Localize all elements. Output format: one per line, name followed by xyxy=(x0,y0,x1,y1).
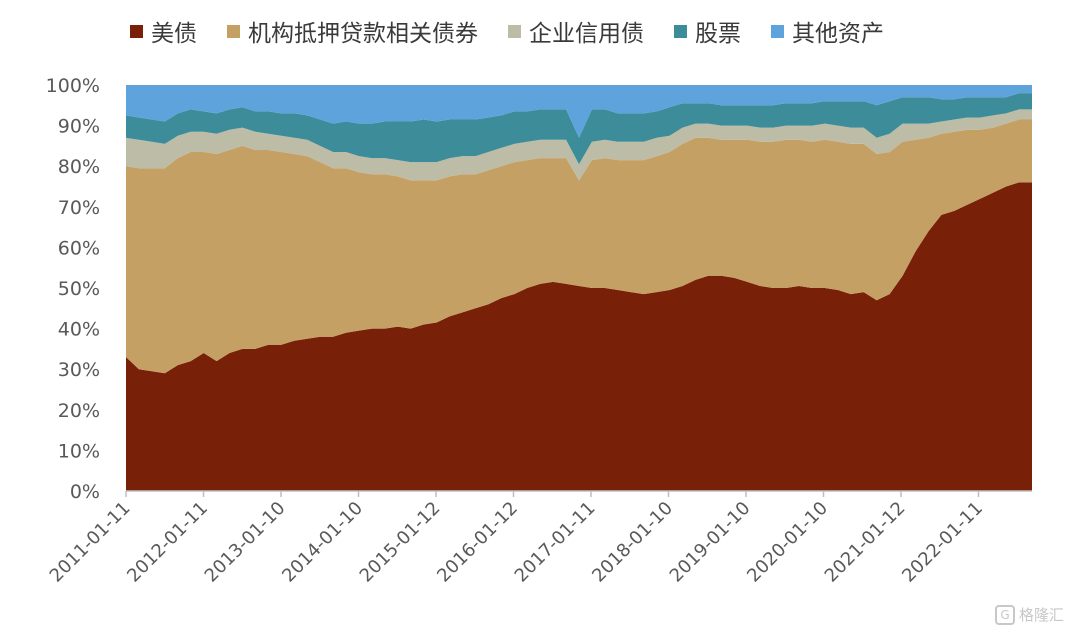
x-axis: 2011-01-112012-01-112013-01-102014-01-10… xyxy=(46,490,1032,587)
y-tick-label: 100% xyxy=(46,75,100,97)
legend-swatch-other-assets xyxy=(771,24,784,38)
x-tick-label: 2015-01-12 xyxy=(356,498,445,587)
legend-item-agency-mbs: 机构抵押贷款相关债券 xyxy=(227,14,478,48)
area-series-0 xyxy=(126,182,1032,491)
y-tick-label: 0% xyxy=(70,481,100,503)
legend-label-agency-mbs: 机构抵押贷款相关债券 xyxy=(248,21,478,47)
legend-item-other-assets: 其他资产 xyxy=(771,14,884,48)
area-series-group xyxy=(126,85,1032,491)
y-tick-label: 50% xyxy=(58,278,100,300)
y-tick-label: 80% xyxy=(58,156,100,178)
legend-label-treasuries: 美债 xyxy=(151,21,197,47)
area-series-4 xyxy=(126,85,1032,138)
y-tick-label: 60% xyxy=(58,237,100,259)
legend-swatch-corporate-bonds xyxy=(508,24,521,38)
y-tick-label: 10% xyxy=(58,440,100,462)
x-tick-label: 2014-01-10 xyxy=(278,498,367,587)
x-tick-label: 2013-01-10 xyxy=(201,498,290,587)
area-series-3 xyxy=(126,93,1032,165)
g-logo-icon: G xyxy=(994,604,1015,625)
y-tick-label: 90% xyxy=(58,116,100,138)
x-tick-label: 2018-01-10 xyxy=(588,498,677,587)
area-series-1 xyxy=(126,119,1032,374)
y-axis-ticks: 0% 10% 20% 30% 40% 50% 60% 70% 80% 90% 100% xyxy=(46,75,100,503)
y-tick-label: 20% xyxy=(58,400,100,422)
y-tick-label: 30% xyxy=(58,359,100,381)
x-tick-label: 2017-01-11 xyxy=(511,498,600,587)
legend-item-equities: 股票 xyxy=(674,14,741,48)
legend-item-corporate-bonds: 企业信用债 xyxy=(508,14,644,48)
y-tick-label: 70% xyxy=(58,197,100,219)
x-tick-label: 2016-01-12 xyxy=(433,498,522,587)
legend-label-corporate-bonds: 企业信用债 xyxy=(529,21,644,47)
legend-swatch-agency-mbs xyxy=(227,24,240,38)
x-tick-label: 2021-01-12 xyxy=(821,498,910,587)
watermark: G 格隆汇 xyxy=(994,604,1064,625)
y-tick-label: 40% xyxy=(58,319,100,341)
legend: 美债 机构抵押贷款相关债券 企业信用债 股票 其他资产 xyxy=(130,14,884,48)
legend-label-other-assets: 其他资产 xyxy=(792,21,884,47)
x-tick-label: 2012-01-11 xyxy=(123,498,212,587)
watermark-text: 格隆汇 xyxy=(1018,606,1064,624)
legend-swatch-treasuries xyxy=(130,24,143,38)
legend-item-treasuries: 美债 xyxy=(130,14,197,48)
x-tick-label: 2011-01-11 xyxy=(46,498,135,587)
area-series-2 xyxy=(126,109,1032,181)
x-tick-label: 2019-01-10 xyxy=(666,498,755,587)
legend-label-equities: 股票 xyxy=(695,21,741,47)
x-tick-label: 2022-01-11 xyxy=(898,498,987,587)
legend-swatch-equities xyxy=(674,24,687,38)
x-tick-label: 2020-01-10 xyxy=(743,498,832,587)
